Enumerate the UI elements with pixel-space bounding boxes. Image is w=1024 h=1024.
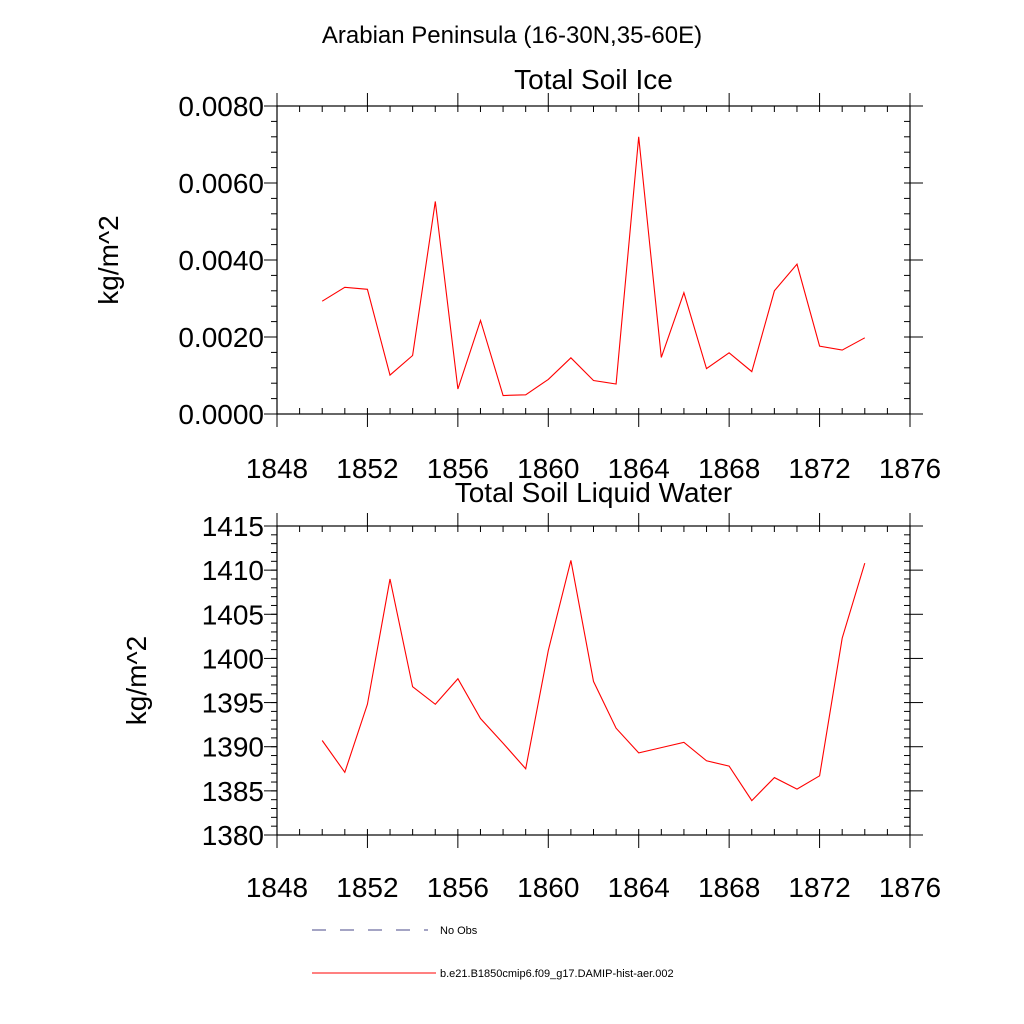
y-tick-label: 0.0000 bbox=[178, 399, 264, 430]
series-line-0 bbox=[321, 560, 866, 802]
x-tick-label: 1856 bbox=[427, 872, 489, 903]
y-axis-label: kg/m^2 bbox=[93, 215, 124, 304]
chart-title: Total Soil Ice bbox=[514, 64, 673, 95]
y-tick-label: 1415 bbox=[202, 511, 264, 542]
plot-frame bbox=[276, 105, 911, 415]
x-tick-label: 1872 bbox=[788, 453, 850, 484]
x-tick-label: 1864 bbox=[608, 453, 670, 484]
y-tick-label: 1405 bbox=[202, 599, 264, 630]
y-tick-label: 0.0080 bbox=[178, 91, 264, 122]
y-tick-label: 1395 bbox=[202, 688, 264, 719]
legend: No Obs b.e21.B1850cmip6.f09_g17.DAMIP-hi… bbox=[312, 925, 674, 980]
chart-title: Total Soil Liquid Water bbox=[455, 477, 733, 508]
y-tick-label: 0.0020 bbox=[178, 322, 264, 353]
y-axis-label: kg/m^2 bbox=[121, 636, 152, 725]
legend-label-no-obs: No Obs bbox=[440, 925, 478, 937]
legend-label-model: b.e21.B1850cmip6.f09_g17.DAMIP-hist-aer.… bbox=[440, 968, 674, 980]
y-tick-label: 1400 bbox=[202, 643, 264, 674]
x-tick-label: 1860 bbox=[517, 872, 579, 903]
soil-liquid-water-panel: Total Soil Liquid Water kg/m^2 1848 1852 185… bbox=[121, 477, 941, 903]
x-tick-label: 1856 bbox=[427, 453, 489, 484]
y-tick-label: 1380 bbox=[202, 820, 264, 851]
x-tick-label: 1860 bbox=[517, 453, 579, 484]
series-line-0 bbox=[321, 136, 866, 397]
y-tick-label: 0.0040 bbox=[178, 245, 264, 276]
y-tick-label: 1390 bbox=[202, 732, 264, 763]
soil-ice-panel: Total Soil Ice kg/m^2 1848 1852 1856 1860 1864… bbox=[93, 64, 941, 484]
figure-suptitle: Arabian Peninsula (16-30N,35-60E) bbox=[322, 22, 702, 49]
y-tick-label: 0.0060 bbox=[178, 168, 264, 199]
x-tick-label: 1868 bbox=[698, 872, 760, 903]
x-tick-label: 1852 bbox=[336, 872, 398, 903]
x-tick-label: 1864 bbox=[608, 872, 670, 903]
x-tick-label: 1876 bbox=[879, 453, 941, 484]
x-tick-label: 1872 bbox=[788, 872, 850, 903]
x-tick-label: 1868 bbox=[698, 453, 760, 484]
y-tick-label: 1385 bbox=[202, 776, 264, 807]
x-tick-label: 1848 bbox=[246, 453, 308, 484]
x-tick-label: 1852 bbox=[336, 453, 398, 484]
x-tick-label: 1848 bbox=[246, 872, 308, 903]
x-tick-label: 1876 bbox=[879, 872, 941, 903]
y-tick-label: 1410 bbox=[202, 555, 264, 586]
